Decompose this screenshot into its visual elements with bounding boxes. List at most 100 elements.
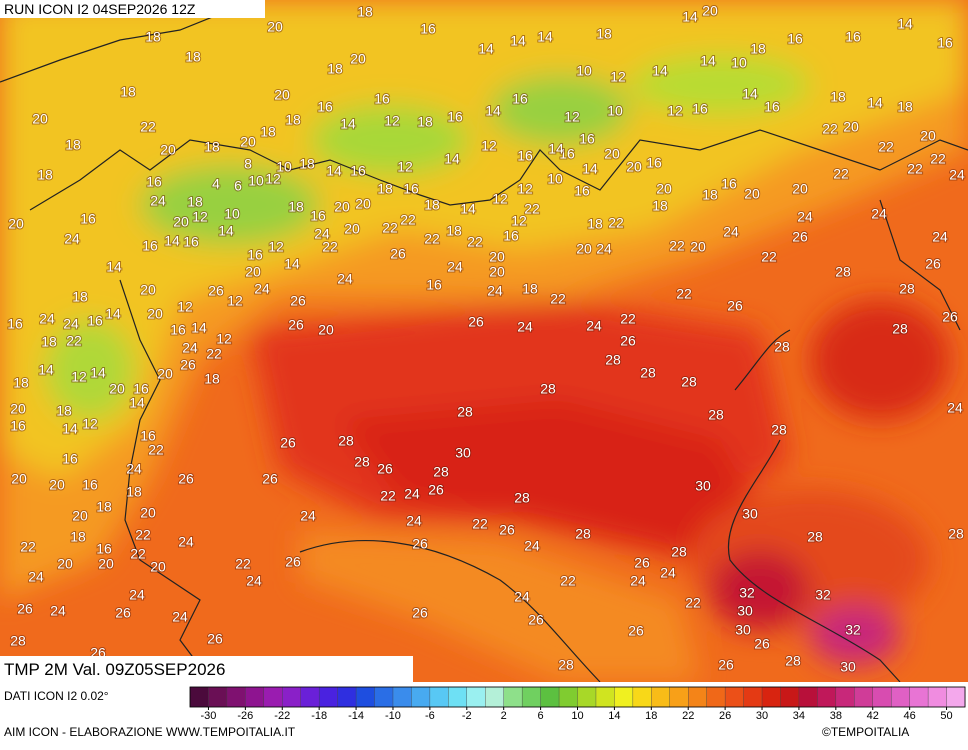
- temperature-label: 20: [147, 306, 163, 322]
- temperature-label: 14: [742, 86, 758, 102]
- temperature-label: 22: [467, 234, 483, 250]
- temperature-label: 22: [20, 539, 36, 555]
- temperature-label: 26: [17, 601, 33, 617]
- temperature-label: 26: [180, 357, 196, 373]
- colorbar-cell: [927, 686, 948, 708]
- colorbar-cell: [485, 686, 505, 708]
- temperature-label: 30: [840, 659, 856, 675]
- colorbar-tick-label: 14: [608, 710, 620, 722]
- temperature-label: 16: [317, 99, 333, 115]
- temperature-label: 16: [845, 29, 861, 45]
- temperature-label: 14: [478, 41, 494, 57]
- temperature-label: 14: [105, 306, 121, 322]
- temperature-label: 28: [338, 433, 354, 449]
- temperature-label: 24: [871, 206, 887, 222]
- temperature-label: 14: [38, 362, 54, 378]
- temperature-label: 20: [604, 146, 620, 162]
- temperature-label: 16: [87, 313, 103, 329]
- temperature-label: 12: [667, 103, 683, 119]
- temperature-label: 16: [7, 316, 23, 332]
- temperature-label: 24: [524, 538, 540, 554]
- temperature-label: 18: [70, 529, 86, 545]
- temperature-label: 24: [150, 193, 166, 209]
- temperature-label: 12: [192, 209, 208, 225]
- temperature-label: 14: [510, 33, 526, 49]
- temperature-label: 18: [185, 49, 201, 65]
- temperature-label: 14: [867, 95, 883, 111]
- temperature-label: 20: [792, 181, 808, 197]
- temperature-label: 26: [412, 605, 428, 621]
- temperature-label: 26: [280, 435, 296, 451]
- temperature-label: 16: [403, 181, 419, 197]
- temperature-label: 28: [433, 464, 449, 480]
- temperature-label: 10: [731, 55, 747, 71]
- temperature-label: 24: [129, 587, 145, 603]
- temperature-label: 20: [355, 196, 371, 212]
- colorbar-cell: [577, 686, 597, 708]
- temperature-label: 28: [835, 264, 851, 280]
- temperature-label: 22: [685, 595, 701, 611]
- temperature-label: 20: [576, 241, 592, 257]
- temperature-label: 20: [843, 119, 859, 135]
- colorbar-cell: [263, 686, 283, 708]
- colorbar-cell: [245, 686, 265, 708]
- temperature-label: 26: [262, 471, 278, 487]
- temperature-label: 18: [56, 403, 72, 419]
- temperature-label: 26: [620, 333, 636, 349]
- temperature-label: 20: [318, 322, 334, 338]
- temperature-label: 16: [247, 247, 263, 263]
- temperature-label: 10: [276, 159, 292, 175]
- temperature-label: 18: [260, 124, 276, 140]
- colorbar-tick-label: -18: [311, 710, 327, 722]
- colorbar-cell: [909, 686, 929, 708]
- map: [0, 0, 968, 683]
- temperature-label: 26: [377, 461, 393, 477]
- temperature-label: 12: [227, 293, 243, 309]
- colorbar-cell: [411, 686, 431, 708]
- temperature-label: 14: [129, 395, 145, 411]
- colorbar-tick-label: -2: [462, 710, 472, 722]
- temperature-label: 28: [681, 374, 697, 390]
- temperature-label: 28: [354, 454, 370, 470]
- valid-time: TMP 2M Val. 09Z05SEP2026: [4, 660, 225, 679]
- temperature-label: 12: [216, 331, 232, 347]
- temperature-label: 18: [37, 167, 53, 183]
- temperature-label: 10: [576, 63, 592, 79]
- temperature-label: 28: [514, 490, 530, 506]
- temperature-label: 32: [739, 585, 755, 601]
- temperature-label: 26: [628, 623, 644, 639]
- temperature-label: 16: [579, 131, 595, 147]
- colorbar-cell: [669, 686, 689, 708]
- colorbar-cell: [854, 686, 874, 708]
- temperature-label: 12: [564, 109, 580, 125]
- temperature-label: 16: [350, 163, 366, 179]
- temperature-label: 28: [540, 381, 556, 397]
- colorbar-cell: [208, 686, 228, 708]
- temperature-label: 24: [63, 316, 79, 332]
- temperature-label: 10: [607, 103, 623, 119]
- temperature-label: 20: [109, 381, 125, 397]
- temperature-label: 20: [274, 87, 290, 103]
- temperature-label: 22: [560, 573, 576, 589]
- temperature-field: [0, 0, 968, 682]
- temperature-label: 18: [377, 181, 393, 197]
- colorbar-tick-label: 50: [940, 710, 952, 722]
- temperature-label: 20: [72, 508, 88, 524]
- temperature-label: 24: [39, 311, 55, 327]
- temperature-label: 20: [140, 282, 156, 298]
- temperature-label: 24: [932, 229, 948, 245]
- temperature-label: 20: [702, 3, 718, 19]
- temperature-label: 4: [212, 176, 220, 192]
- temperature-label: 14: [90, 365, 106, 381]
- colorbar-cell: [651, 686, 671, 708]
- temperature-label: 14: [326, 163, 342, 179]
- colorbar-tick-label: 34: [793, 710, 805, 722]
- colorbar-cell: [226, 686, 246, 708]
- temperature-label: 12: [511, 213, 527, 229]
- temperature-label: 20: [626, 159, 642, 175]
- credit: AIM ICON - ELABORAZIONE WWW.TEMPOITALIA.…: [4, 725, 296, 739]
- temperature-label: 14: [164, 233, 180, 249]
- temperature-label: 28: [457, 404, 473, 420]
- colorbar-cell: [374, 686, 394, 708]
